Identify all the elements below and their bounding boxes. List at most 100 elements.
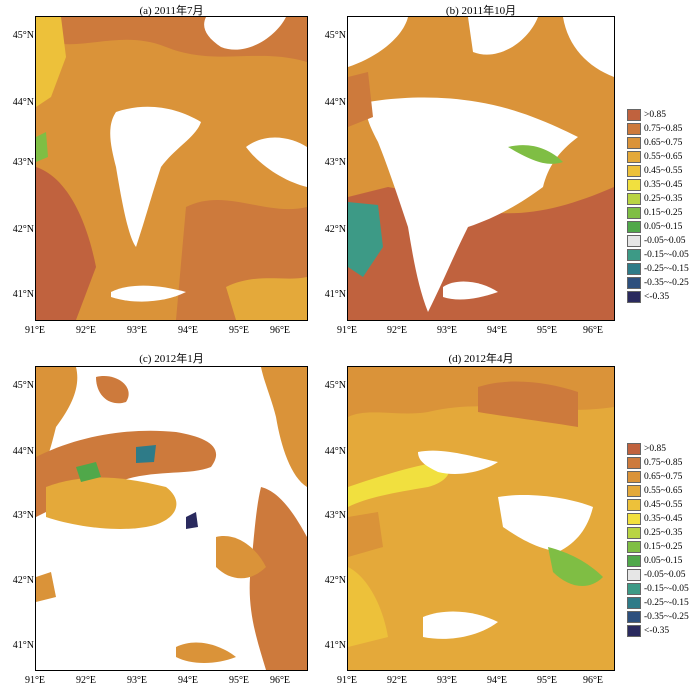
legend-swatch [627,249,641,261]
legend-swatch [627,137,641,149]
xtick-c-93: 93°E [126,675,148,686]
map-d [347,366,615,671]
xtick-a-95: 95°E [228,325,250,336]
xtick-d-92: 92°E [386,675,408,686]
xtick-a-93: 93°E [126,325,148,336]
xtick-c-91: 91°E [24,675,46,686]
legend-label: <-0.35 [644,626,670,636]
legend-label: -0.35~-0.25 [644,612,689,622]
xtick-c-96: 96°E [269,675,291,686]
legend-top: >0.85 0.75~0.85 0.65~0.75 0.55~0.65 0.45… [627,108,699,304]
legend-swatch [627,541,641,553]
xtick-d-96: 96°E [582,675,604,686]
xtick-b-95: 95°E [536,325,558,336]
ytick-c-41: 41°N [12,640,34,651]
legend-label: >0.85 [644,110,666,120]
legend-swatch [627,207,641,219]
xtick-d-93: 93°E [436,675,458,686]
legend-swatch [627,123,641,135]
ytick-a-41: 41°N [12,289,34,300]
legend-label: 0.35~0.45 [644,180,683,190]
ytick-c-45: 45°N [12,380,34,391]
legend-label: -0.25~-0.15 [644,264,689,274]
ytick-b-43: 43°N [324,157,346,168]
legend-label: >0.85 [644,444,666,454]
panel-title-a: (a) 2011年7月 [139,5,204,17]
legend-swatch [627,151,641,163]
xtick-b-96: 96°E [582,325,604,336]
legend-swatch [627,555,641,567]
legend-label: -0.05~0.05 [644,570,686,580]
legend-label: 0.15~0.25 [644,208,683,218]
legend-swatch [627,569,641,581]
xtick-b-91: 91°E [336,325,358,336]
legend-swatch [627,109,641,121]
legend-swatch [627,471,641,483]
xtick-a-96: 96°E [269,325,291,336]
ytick-b-42: 42°N [324,224,346,235]
xtick-a-94: 94°E [177,325,199,336]
xtick-b-93: 93°E [436,325,458,336]
ytick-b-45: 45°N [324,30,346,41]
legend-swatch [627,485,641,497]
ytick-d-44: 44°N [324,446,346,457]
ytick-d-42: 42°N [324,575,346,586]
legend-label: -0.25~-0.15 [644,598,689,608]
xtick-c-94: 94°E [177,675,199,686]
legend-swatch [627,499,641,511]
ytick-b-44: 44°N [324,97,346,108]
panel-title-b: (b) 2011年10月 [445,5,517,17]
map-a [35,16,308,321]
legend-swatch [627,457,641,469]
legend-label: 0.15~0.25 [644,542,683,552]
xtick-d-91: 91°E [336,675,358,686]
legend-bottom: >0.85 0.75~0.85 0.65~0.75 0.55~0.65 0.45… [627,442,699,638]
ytick-c-43: 43°N [12,510,34,521]
legend-swatch [627,179,641,191]
legend-label: -0.15~-0.05 [644,250,689,260]
xtick-d-95: 95°E [536,675,558,686]
ytick-a-44: 44°N [12,97,34,108]
ytick-c-42: 42°N [12,575,34,586]
legend-swatch [627,235,641,247]
legend-label: -0.15~-0.05 [644,584,689,594]
xtick-b-94: 94°E [486,325,508,336]
legend-label: 0.45~0.55 [644,166,683,176]
ytick-d-45: 45°N [324,380,346,391]
legend-swatch [627,193,641,205]
legend-swatch [627,527,641,539]
legend-label: <-0.35 [644,292,670,302]
legend-swatch [627,165,641,177]
legend-label: 0.45~0.55 [644,500,683,510]
panel-title-c: (c) 2012年1月 [139,353,204,365]
ytick-a-42: 42°N [12,224,34,235]
legend-swatch [627,611,641,623]
xtick-d-94: 94°E [486,675,508,686]
legend-swatch [627,277,641,289]
legend-label: -0.05~0.05 [644,236,686,246]
legend-label: 0.05~0.15 [644,222,683,232]
legend-swatch [627,583,641,595]
xtick-c-95: 95°E [228,675,250,686]
legend-label: -0.35~-0.25 [644,278,689,288]
legend-swatch [627,513,641,525]
map-c [35,366,308,671]
legend-label: 0.55~0.65 [644,152,683,162]
legend-swatch [627,597,641,609]
map-b [347,16,615,321]
ytick-d-43: 43°N [324,510,346,521]
legend-label: 0.25~0.35 [644,194,683,204]
legend-label: 0.75~0.85 [644,458,683,468]
legend-swatch [627,625,641,637]
xtick-b-92: 92°E [386,325,408,336]
legend-label: 0.65~0.75 [644,472,683,482]
panel-title-d: (d) 2012年4月 [448,353,514,365]
legend-label: 0.35~0.45 [644,514,683,524]
xtick-a-91: 91°E [24,325,46,336]
legend-label: 0.65~0.75 [644,138,683,148]
ytick-a-43: 43°N [12,157,34,168]
legend-label: 0.55~0.65 [644,486,683,496]
legend-swatch [627,263,641,275]
xtick-a-92: 92°E [75,325,97,336]
ytick-a-45: 45°N [12,30,34,41]
